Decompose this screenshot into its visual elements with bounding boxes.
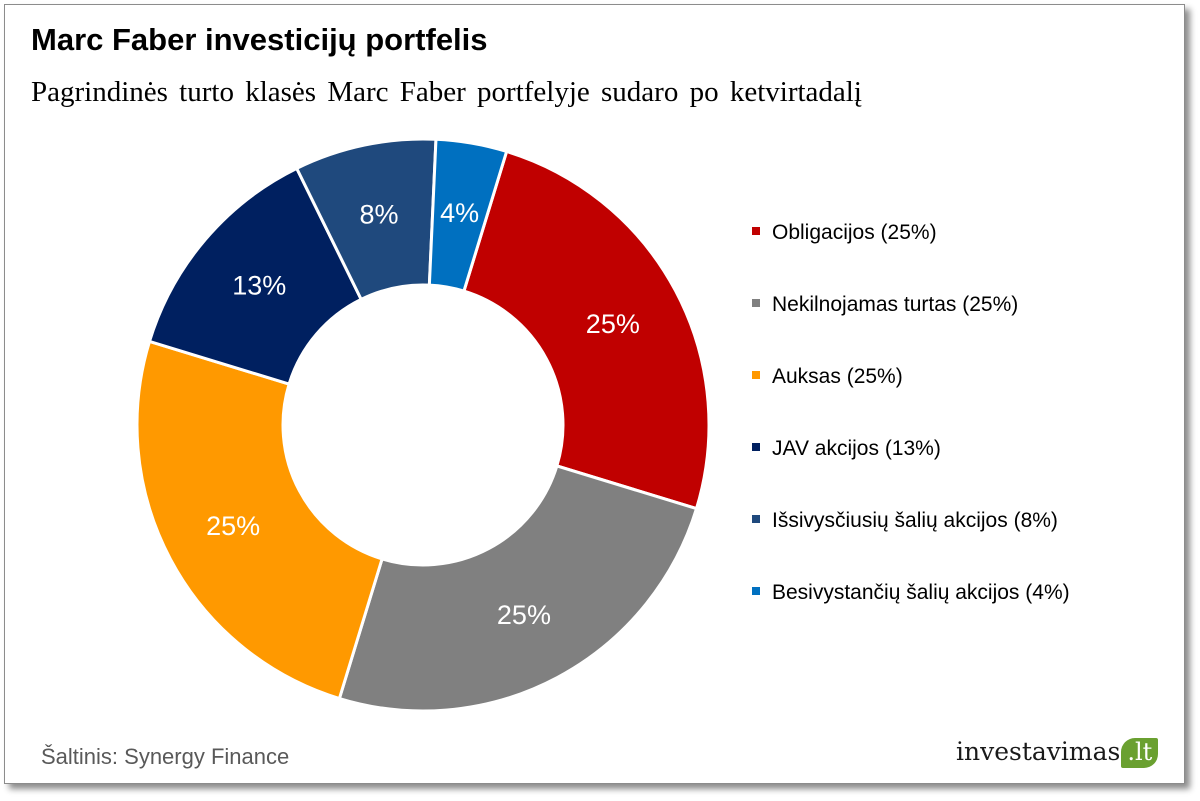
legend-label: Obligacijos (25%) xyxy=(772,221,937,244)
slice-data-label: 25% xyxy=(206,511,260,541)
slice-data-label: 13% xyxy=(232,271,286,301)
brand-logo: investavimas .lt xyxy=(956,737,1159,768)
chart-title: Marc Faber investicijų portfelis xyxy=(31,22,488,57)
legend-swatch xyxy=(752,515,760,524)
donut-slice xyxy=(147,166,364,386)
legend-item: JAV akcijos (13%) xyxy=(752,434,941,464)
legend-label: Išsivysčiusių šalių akcijos (8%) xyxy=(772,509,1058,532)
legend-swatch xyxy=(752,299,760,308)
chart-subtitle: Pagrindinės turto klasės Marc Faber port… xyxy=(31,76,862,108)
legend-swatch xyxy=(752,443,760,452)
slice-data-label: 8% xyxy=(360,200,399,230)
legend-label: Nekilnojamas turtas (25%) xyxy=(772,293,1019,316)
donut-slice xyxy=(337,464,699,713)
slice-data-label: 4% xyxy=(440,198,479,228)
slice-data-label: 25% xyxy=(497,600,551,630)
legend-swatch xyxy=(752,371,760,380)
legend-swatch xyxy=(752,587,760,596)
legend-item: Obligacijos (25%) xyxy=(752,218,937,248)
legend-label: Besivystančių šalių akcijos (4%) xyxy=(772,581,1070,604)
brand-name: investavimas xyxy=(956,737,1121,766)
donut-slice xyxy=(427,137,509,293)
donut-slice xyxy=(135,339,384,701)
donut-slice xyxy=(462,149,711,511)
legend-item: Besivystančių šalių akcijos (4%) xyxy=(752,578,1070,608)
legend-item: Išsivysčiusių šalių akcijos (8%) xyxy=(752,506,1058,536)
slice-data-label: 25% xyxy=(586,309,640,339)
legend-swatch xyxy=(752,227,760,236)
legend-item: Auksas (25%) xyxy=(752,362,903,392)
source-note: Šaltinis: Synergy Finance xyxy=(41,744,290,769)
legend-label: Auksas (25%) xyxy=(772,365,903,388)
legend-item: Nekilnojamas turtas (25%) xyxy=(752,290,1018,320)
legend-label: JAV akcijos (13%) xyxy=(772,437,941,460)
brand-leaf-suffix: .lt xyxy=(1121,738,1159,768)
